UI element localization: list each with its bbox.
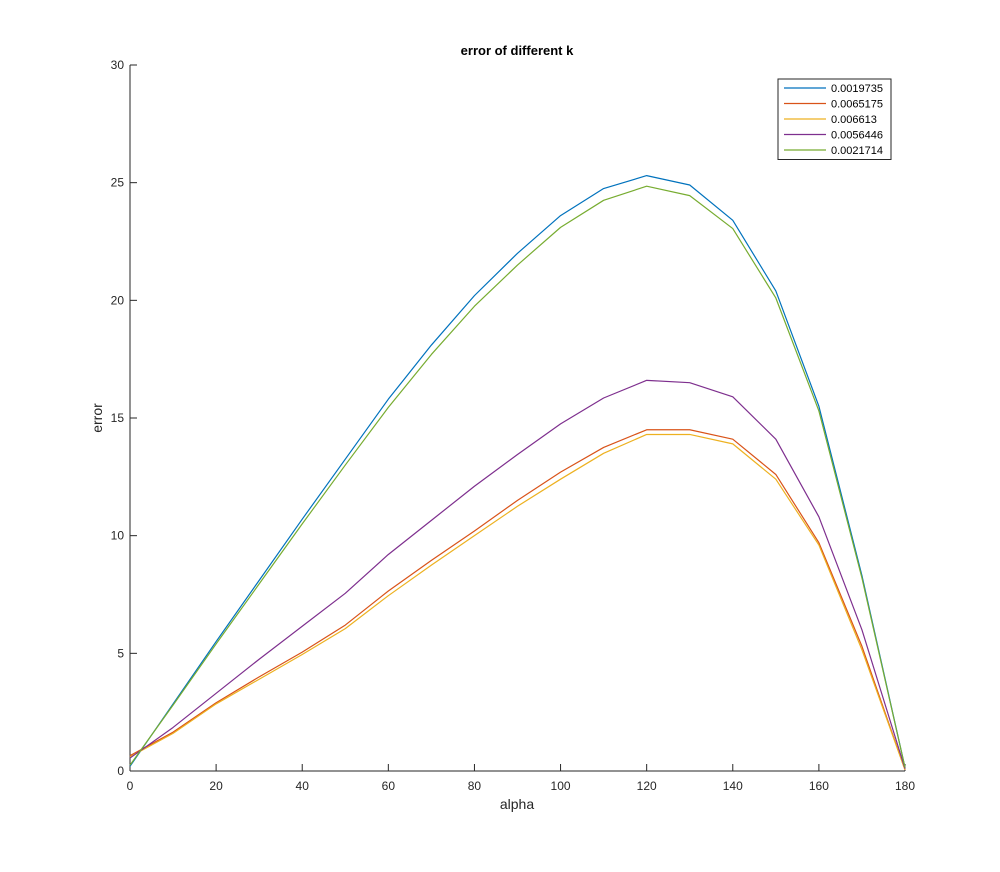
y-tick-label: 5 — [117, 646, 124, 660]
y-tick-label: 0 — [117, 764, 124, 778]
series-line-4 — [129, 379, 906, 769]
series-line-2 — [129, 429, 906, 771]
x-tick-label: 100 — [551, 779, 571, 793]
legend: 0.0019735 0.0065175 0.006613 0.0056446 0.002… — [777, 78, 892, 160]
series-line-5 — [129, 185, 906, 768]
y-axis-label: error — [89, 403, 105, 433]
x-tick-label: 0 — [127, 779, 134, 793]
y-tick-label: 20 — [111, 293, 125, 307]
x-tick-label: 180 — [895, 779, 915, 793]
x-axis-label: alpha — [500, 796, 534, 812]
y-tick-label: 30 — [111, 58, 125, 72]
x-tick-label: 120 — [637, 779, 657, 793]
chart-title: error of different k — [461, 43, 574, 58]
x-tick-label: 80 — [468, 779, 482, 793]
legend-entry: 0.0065175 — [831, 99, 883, 111]
series-line-3 — [129, 433, 906, 771]
x-tick-label: 60 — [382, 779, 396, 793]
x-tick-label: 40 — [296, 779, 310, 793]
axes: 0 20 40 60 80 100 120 140 160 180 0 5 10 15 20 25 30 — [111, 58, 916, 793]
x-tick-label: 20 — [209, 779, 223, 793]
y-tick-label: 15 — [111, 411, 125, 425]
legend-entry: 0.0056446 — [831, 130, 883, 142]
x-tick-label: 140 — [723, 779, 743, 793]
x-tick-label: 160 — [809, 779, 829, 793]
y-tick-label: 25 — [111, 176, 125, 190]
legend-entry: 0.0019735 — [831, 83, 883, 95]
series-line-1 — [129, 175, 906, 768]
series-lines — [129, 175, 906, 771]
legend-entry: 0.0021714 — [831, 145, 883, 157]
y-tick-label: 10 — [111, 529, 125, 543]
legend-entry: 0.006613 — [831, 114, 877, 126]
